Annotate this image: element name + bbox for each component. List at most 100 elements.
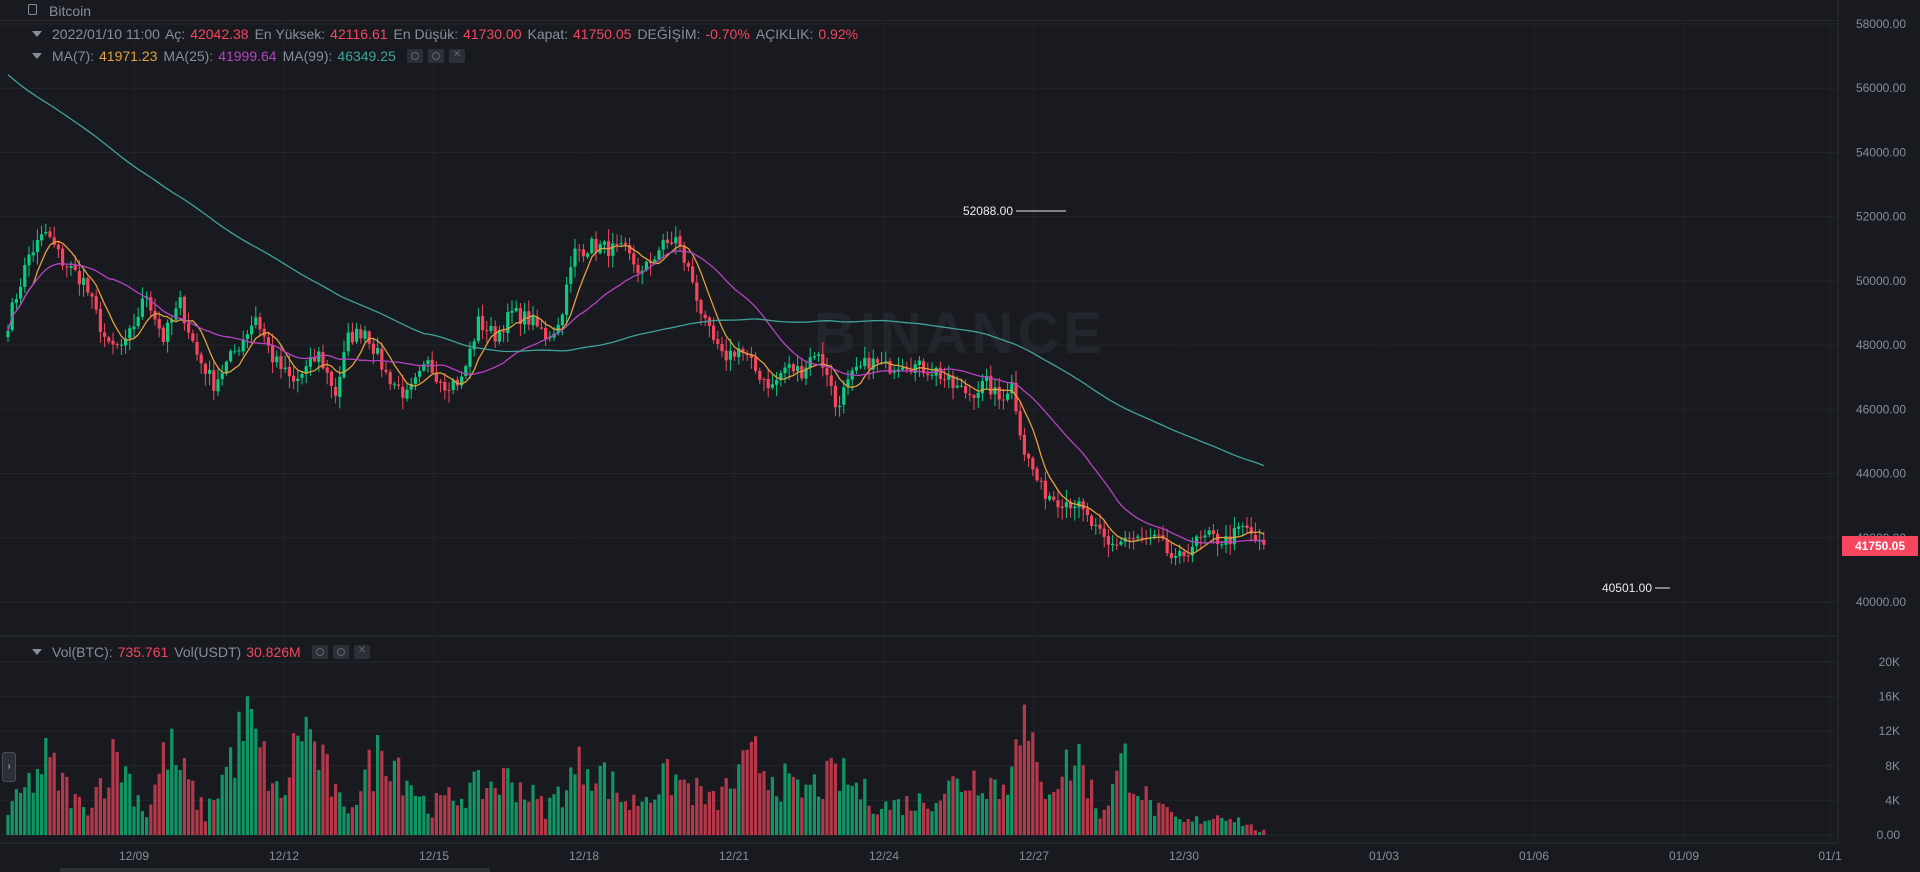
volume-bar xyxy=(556,786,560,835)
volume-bar xyxy=(632,794,636,835)
candle-body xyxy=(1199,536,1203,538)
candle-body xyxy=(632,253,636,265)
candle-body xyxy=(993,387,997,395)
close-indicator-icon[interactable] xyxy=(353,645,370,659)
volume-bar xyxy=(842,758,846,835)
volume-bar xyxy=(149,804,153,835)
candle-body xyxy=(283,367,287,370)
volume-bar xyxy=(292,733,296,835)
hide-indicator-icon[interactable] xyxy=(406,49,423,63)
close-indicator-icon[interactable] xyxy=(448,49,465,63)
volume-bar xyxy=(804,784,808,835)
candle-body xyxy=(896,369,900,371)
candle-body xyxy=(434,373,438,382)
volume-bar xyxy=(628,809,632,835)
candle-body xyxy=(1048,495,1052,500)
candle-body xyxy=(615,243,619,245)
time-axis: 12/09 12/12 12/15 12/18 12/21 12/24 12/27 12/30… xyxy=(119,849,1842,863)
moving-average-lines xyxy=(7,74,1265,555)
volume-bar xyxy=(254,728,258,835)
volume-bar xyxy=(94,787,98,835)
candle-body xyxy=(972,395,976,398)
candle-body xyxy=(161,327,165,342)
volume-tick-label: 16K xyxy=(1879,690,1900,704)
volume-bar xyxy=(128,773,132,835)
volume-bar xyxy=(460,798,464,835)
volume-bar xyxy=(1228,819,1232,835)
volume-bar xyxy=(237,711,241,835)
volume-bar xyxy=(178,770,182,835)
volume-bar xyxy=(674,774,678,835)
volume-bar xyxy=(1169,811,1173,835)
volume-bar xyxy=(678,779,682,835)
settings-gear-icon[interactable] xyxy=(332,645,349,659)
volume-bar xyxy=(665,758,669,835)
candle-body xyxy=(1241,525,1245,527)
volume-bar xyxy=(86,815,90,835)
candle-body xyxy=(586,253,590,257)
candle-body xyxy=(560,314,564,326)
candle-body xyxy=(178,297,182,309)
candle-body xyxy=(287,366,291,377)
candle-body xyxy=(115,344,119,346)
volume-bar xyxy=(724,778,728,835)
volume-bar xyxy=(682,779,686,835)
candle-body xyxy=(468,348,472,367)
volume-bar xyxy=(27,772,31,835)
collapse-caret-icon[interactable] xyxy=(32,31,42,37)
candle-body xyxy=(968,394,972,396)
volume-bar xyxy=(1224,820,1228,835)
volume-bar xyxy=(1094,808,1098,835)
time-scrollbar[interactable] xyxy=(60,868,490,872)
candle-body xyxy=(695,282,699,301)
candle-body xyxy=(346,332,350,352)
volume-bar xyxy=(611,771,615,835)
chart-title-bar: Bitcoin xyxy=(0,0,1838,21)
price-axis: 58000.00 56000.00 54000.00 52000.00 50000.00… xyxy=(1856,17,1906,609)
collapse-caret-icon[interactable] xyxy=(32,649,42,655)
candle-body xyxy=(657,250,661,260)
volume-bar xyxy=(783,763,787,835)
volume-bar xyxy=(132,806,136,835)
change-value: -0.70% xyxy=(705,26,750,42)
volume-bar xyxy=(741,750,745,835)
candle-body xyxy=(762,379,766,381)
time-tick-label: 12/18 xyxy=(569,849,599,863)
volume-bar xyxy=(560,807,564,835)
volume-bar xyxy=(493,787,497,835)
candle-body xyxy=(737,348,741,358)
candle-body xyxy=(258,317,262,330)
candle-body xyxy=(405,389,409,399)
candle-body xyxy=(665,239,669,244)
volume-bar xyxy=(56,790,60,835)
candle-body xyxy=(1186,555,1190,557)
candle-body xyxy=(1132,538,1136,540)
amplitude-value: 0.92% xyxy=(818,26,859,42)
candle-body xyxy=(271,344,275,363)
candle-body xyxy=(241,339,245,352)
candle-body xyxy=(854,366,858,371)
collapse-caret-icon[interactable] xyxy=(32,53,42,59)
candle-body xyxy=(313,356,317,362)
volume-bar xyxy=(695,777,699,835)
candle-body xyxy=(1232,527,1236,545)
volume-bar xyxy=(1174,816,1178,835)
volume-bar xyxy=(145,817,149,835)
volume-bar xyxy=(1052,791,1056,835)
candle-body xyxy=(1060,506,1064,508)
expand-panel-button[interactable]: › xyxy=(2,752,16,782)
candle-body xyxy=(829,375,833,386)
candle-body xyxy=(35,239,39,253)
volume-bar xyxy=(371,791,375,835)
volume-bar xyxy=(623,801,627,835)
volume-bar xyxy=(224,766,228,835)
candle-body xyxy=(1031,458,1035,470)
hide-indicator-icon[interactable] xyxy=(311,645,328,659)
candle-body xyxy=(674,237,678,244)
settings-gear-icon[interactable] xyxy=(427,49,444,63)
volume-bar xyxy=(787,773,791,835)
candle-body xyxy=(157,319,161,329)
candle-body xyxy=(497,330,501,342)
candle-body xyxy=(1018,411,1022,436)
